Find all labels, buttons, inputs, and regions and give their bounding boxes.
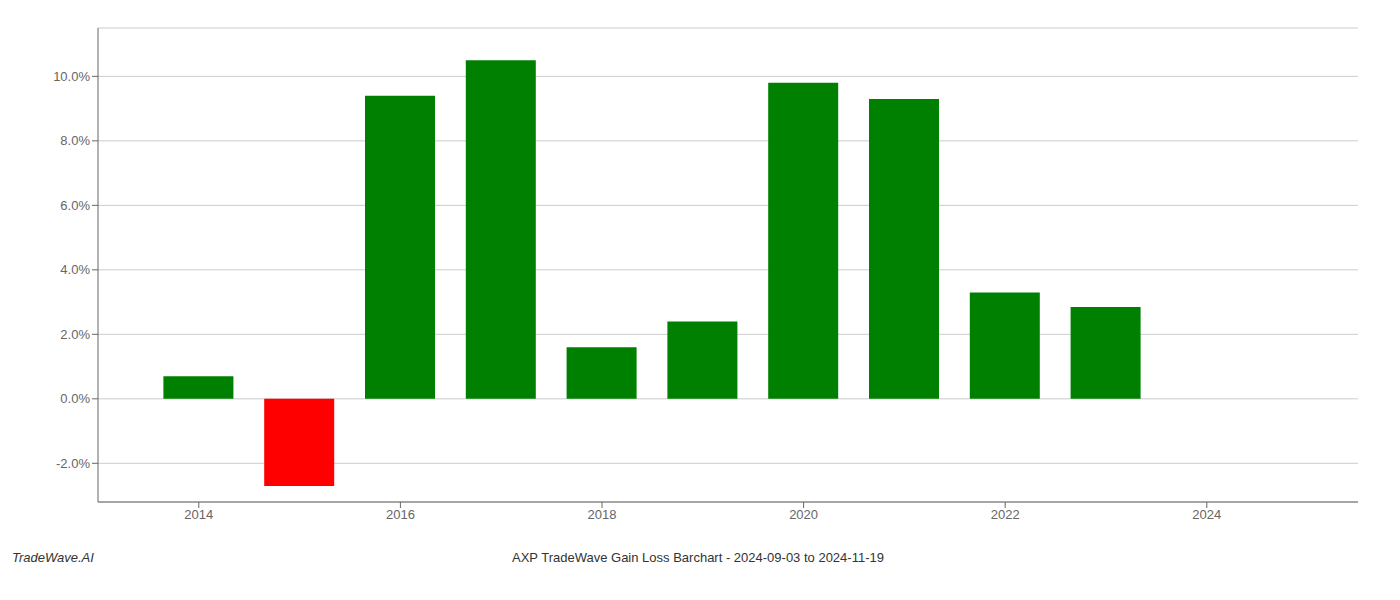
svg-text:10.0%: 10.0% bbox=[53, 69, 90, 84]
svg-text:8.0%: 8.0% bbox=[60, 133, 90, 148]
html-text:TradeWave.AI: TradeWave.AI bbox=[12, 550, 94, 565]
svg-text:2020: 2020 bbox=[789, 507, 818, 522]
svg-text:4.0%: 4.0% bbox=[60, 262, 90, 277]
svg-text:0.0%: 0.0% bbox=[60, 391, 90, 406]
svg-text:2024: 2024 bbox=[1192, 507, 1221, 522]
svg-text:2018: 2018 bbox=[588, 507, 617, 522]
svg-text:2022: 2022 bbox=[991, 507, 1020, 522]
svg-text:2.0%: 2.0% bbox=[60, 327, 90, 342]
html-text:AXP TradeWave Gain Loss Barcha: AXP TradeWave Gain Loss Barchart - 2024-… bbox=[512, 550, 884, 565]
svg-text:2014: 2014 bbox=[184, 507, 213, 522]
svg-text:2016: 2016 bbox=[386, 507, 415, 522]
svg-text:-2.0%: -2.0% bbox=[56, 456, 90, 471]
svg-text:6.0%: 6.0% bbox=[60, 198, 90, 213]
